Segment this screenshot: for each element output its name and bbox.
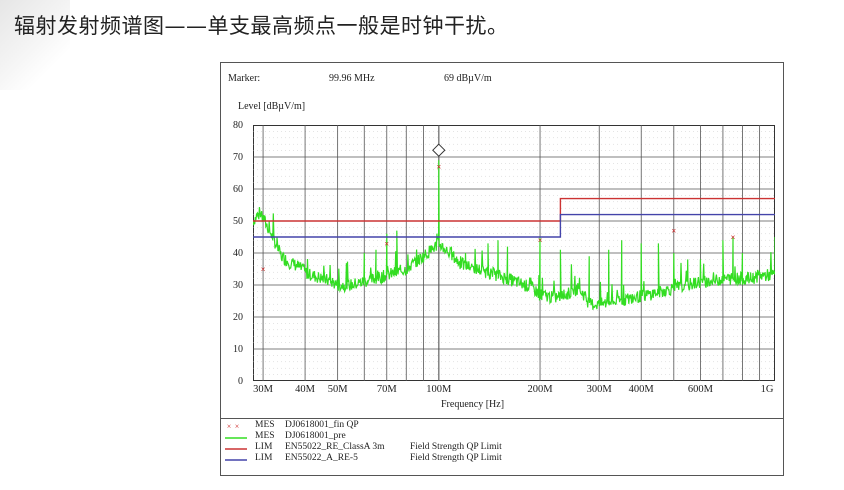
slide-title: 辐射发射频谱图——单支最高频点一般是时钟干扰。 bbox=[14, 14, 509, 38]
x-tick-label: 70M bbox=[376, 384, 397, 395]
y-axis-label: Level [dBµV/m] bbox=[238, 101, 306, 112]
y-tick-label: 80 bbox=[233, 120, 243, 131]
y-tick-label: 70 bbox=[233, 152, 243, 163]
y-tick-label: 20 bbox=[233, 312, 243, 323]
legend-description: Field Strength QP Limit bbox=[410, 442, 502, 452]
emission-report-panel: Marker: 99.96 MHz 69 dBµV/m Level [dBµV/… bbox=[220, 62, 784, 476]
qp-point-marker: × bbox=[731, 233, 736, 242]
marker-label: Marker: bbox=[228, 73, 261, 84]
marker-diamond-icon bbox=[432, 143, 446, 157]
slide-corner-decoration bbox=[0, 0, 70, 90]
y-tick-label: 10 bbox=[233, 344, 243, 355]
marker-frequency: 99.96 MHz bbox=[329, 73, 375, 84]
y-tick-label: 30 bbox=[233, 280, 243, 291]
legend-series-name: EN55022_RE_ClassA 3m bbox=[285, 442, 385, 452]
x-tick-label: 600M bbox=[687, 384, 713, 395]
legend-series-name: DJ0618001_pre bbox=[285, 431, 346, 441]
limit-line-class-a bbox=[253, 197, 775, 222]
legend-series-name: EN55022_A_RE-5 bbox=[285, 453, 358, 463]
legend-tag: LIM bbox=[255, 442, 273, 452]
spectrum-plot: × × × × × × bbox=[253, 125, 775, 381]
legend-swatch bbox=[225, 459, 247, 461]
marker-level: 69 dBµV/m bbox=[444, 73, 492, 84]
x-tick-label: 50M bbox=[327, 384, 348, 395]
legend-mark-glyph: × bbox=[227, 422, 232, 431]
qp-point-marker: × bbox=[261, 265, 266, 274]
x-axis-label: Frequency [Hz] bbox=[441, 399, 505, 410]
legend-swatch bbox=[225, 437, 247, 439]
x-tick-label: 400M bbox=[628, 384, 654, 395]
legend-divider bbox=[221, 418, 783, 419]
measurement-trace bbox=[253, 160, 775, 310]
x-tick-label: 40M bbox=[295, 384, 315, 395]
qp-point-marker: × bbox=[437, 163, 442, 172]
qp-point-marker: × bbox=[384, 239, 389, 248]
y-tick-label: 0 bbox=[238, 376, 243, 387]
legend-mark-glyph: × bbox=[235, 422, 240, 431]
x-tick-label: 300M bbox=[586, 384, 612, 395]
legend-tag: MES bbox=[255, 420, 275, 430]
legend-series-name: DJ0618001_fin QP bbox=[285, 420, 359, 430]
x-tick-label: 1G bbox=[760, 384, 774, 395]
legend-swatch bbox=[225, 448, 247, 450]
x-tick-label: 200M bbox=[527, 384, 553, 395]
qp-point-marker: × bbox=[671, 227, 676, 236]
limit-line-re5 bbox=[253, 213, 775, 238]
qp-point-marker: × bbox=[538, 236, 543, 245]
legend-tag: LIM bbox=[255, 453, 273, 463]
y-tick-label: 50 bbox=[233, 216, 243, 227]
legend-swatch: × × bbox=[227, 422, 240, 431]
y-tick-label: 60 bbox=[233, 184, 243, 195]
legend-description: Field Strength QP Limit bbox=[410, 453, 502, 463]
y-tick-label: 40 bbox=[233, 248, 243, 259]
x-tick-label: 100M bbox=[426, 384, 452, 395]
legend-tag: MES bbox=[255, 431, 275, 441]
x-tick-label: 30M bbox=[253, 384, 273, 395]
